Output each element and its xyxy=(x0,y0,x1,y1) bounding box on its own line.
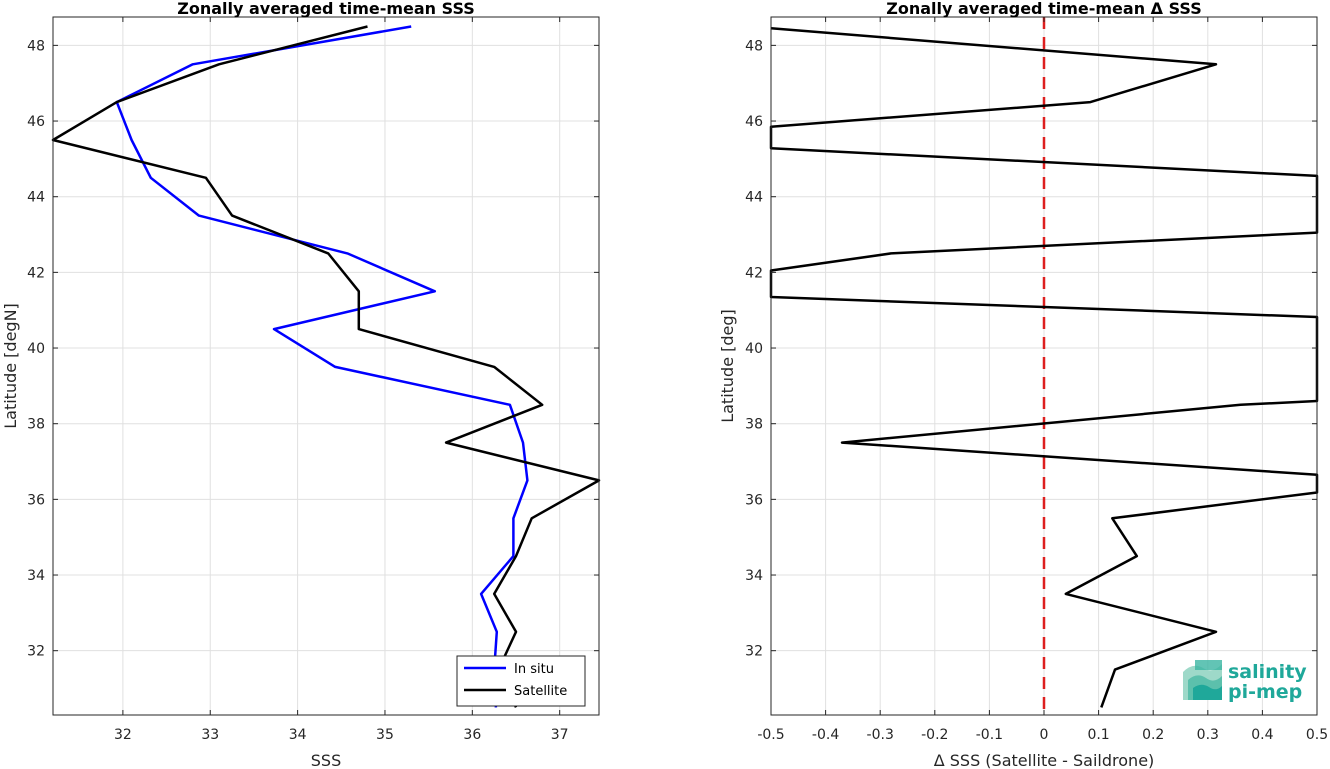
xtick-label: -0.4 xyxy=(812,727,839,743)
logo-waves-icon xyxy=(1183,660,1222,700)
xtick-label: -0.1 xyxy=(976,727,1003,743)
plot-area-left xyxy=(53,17,599,715)
ytick-label: 40 xyxy=(27,341,45,357)
xtick-label: 0.3 xyxy=(1197,727,1219,743)
ytick-label: 42 xyxy=(27,265,45,281)
legend: In situ Satellite xyxy=(456,655,586,707)
xtick-label: 35 xyxy=(376,727,394,743)
legend-label-satellite: Satellite xyxy=(514,684,567,699)
xtick-label: 0.4 xyxy=(1251,727,1273,743)
panel-left-sss: 32 33 34 35 36 37 32 34 36 38 40 42 44 46 48 Zonally a… xyxy=(1,0,601,769)
xtick-label: 34 xyxy=(289,727,307,743)
ytick-label: 42 xyxy=(745,265,763,281)
ytick-label: 32 xyxy=(745,644,763,660)
xtick-label: 0.1 xyxy=(1087,727,1109,743)
ytick-label: 38 xyxy=(745,417,763,433)
title-right: Zonally averaged time-mean Δ SSS xyxy=(886,0,1202,18)
ytick-label: 38 xyxy=(27,417,45,433)
xlabel-right: Δ SSS (Satellite - Saildrone) xyxy=(934,751,1155,769)
ytick-label: 46 xyxy=(27,114,45,130)
logo-text-line2: pi-mep xyxy=(1228,681,1302,703)
axes-frame-left xyxy=(52,16,600,716)
ytick-label: 46 xyxy=(745,114,763,130)
ticks-right: -0.5 -0.4 -0.3 -0.2 -0.1 0 0.1 0.2 0.3 0.4 0.5 32 34… xyxy=(745,17,1328,743)
ytick-label: 40 xyxy=(745,341,763,357)
ytick-label: 44 xyxy=(27,190,45,206)
ytick-label: 44 xyxy=(745,190,763,206)
panel-right-delta-sss: -0.5 -0.4 -0.3 -0.2 -0.1 0 0.1 0.2 0.3 0.4 0.5 32 34… xyxy=(718,0,1328,769)
logo-text-line1: salinity xyxy=(1228,661,1307,683)
salinity-pi-mep-logo: salinity pi-mep xyxy=(1183,660,1307,703)
xtick-label: 37 xyxy=(551,727,569,743)
ytick-label: 48 xyxy=(745,38,763,54)
ytick-label: 34 xyxy=(27,568,45,584)
title-left: Zonally averaged time-mean SSS xyxy=(177,0,475,18)
ytick-label: 34 xyxy=(745,568,763,584)
ticks-left: 32 33 34 35 36 37 32 34 36 38 40 42 44 46 48 xyxy=(27,17,599,743)
ytick-label: 36 xyxy=(745,492,763,508)
ytick-label: 36 xyxy=(27,492,45,508)
xtick-label: -0.3 xyxy=(867,727,894,743)
ylabel-left: Latitude [degN] xyxy=(1,303,20,429)
series-line-in-situ xyxy=(115,25,529,708)
grid-right xyxy=(770,17,1318,715)
ylabel-right: Latitude [deg] xyxy=(718,309,737,423)
xtick-label: 32 xyxy=(114,727,132,743)
ytick-label: 32 xyxy=(27,644,45,660)
xtick-label: -0.5 xyxy=(757,727,784,743)
xlabel-left: SSS xyxy=(311,751,341,769)
ytick-label: 48 xyxy=(27,38,45,54)
xtick-label: 0 xyxy=(1040,727,1049,743)
xtick-label: 0.5 xyxy=(1306,727,1328,743)
xtick-label: 36 xyxy=(463,727,481,743)
grid-left xyxy=(53,17,599,715)
xtick-label: 0.2 xyxy=(1142,727,1164,743)
legend-box xyxy=(456,655,586,707)
xtick-label: -0.2 xyxy=(921,727,948,743)
legend-label-in-situ: In situ xyxy=(514,662,554,677)
xtick-label: 33 xyxy=(201,727,219,743)
